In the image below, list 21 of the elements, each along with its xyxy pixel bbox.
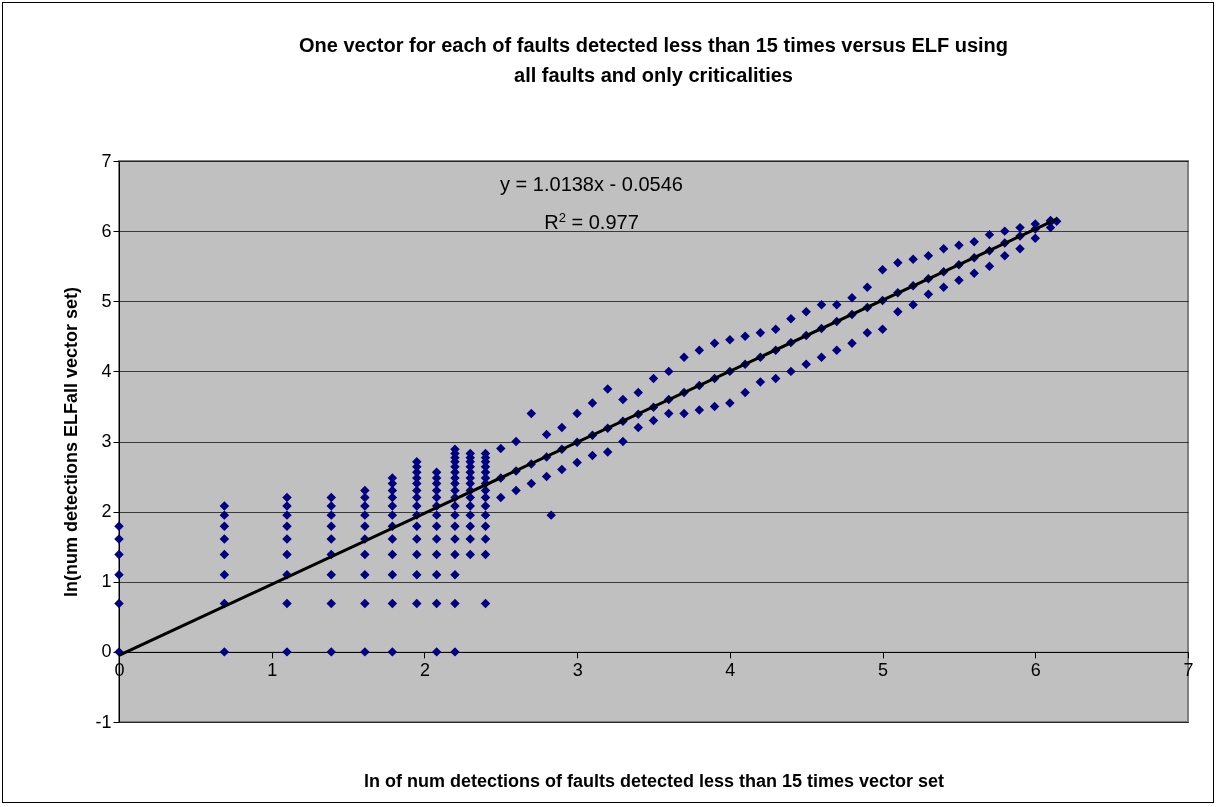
y-tick-label: 2	[101, 501, 112, 522]
x-tick-label: 2	[419, 660, 430, 681]
x-tick-label: 3	[572, 660, 583, 681]
y-tick-label: 7	[101, 150, 112, 171]
y-tick-label: 6	[101, 220, 112, 241]
y-tick-label: 4	[101, 360, 112, 381]
x-tick-label: 7	[1183, 660, 1194, 681]
x-tick-label: 1	[267, 660, 278, 681]
x-axis-title: ln of num detections of faults detected less than 15 times vector set	[363, 770, 945, 791]
x-tick-label: 6	[1030, 660, 1041, 681]
annotation: R$^{2}$ = 0.977	[544, 209, 639, 234]
x-tick-label: 4	[725, 660, 736, 681]
chart-title: One vector for each of faults detected less than 15 times versus ELF using all faults and only criticalities	[298, 34, 1009, 86]
y-tick-label: 0	[101, 641, 112, 662]
y-tick-label: 1	[101, 571, 112, 592]
y-tick-label: -1	[95, 711, 112, 732]
y-axis-title: ln(num detections ELFall vector set)	[61, 286, 82, 598]
y-tick-label: 3	[101, 431, 112, 451]
x-tick-label: 5	[878, 660, 889, 681]
annotation: y = 1.0138x - 0.0546	[500, 173, 683, 196]
y-tick-label: 5	[101, 290, 112, 311]
